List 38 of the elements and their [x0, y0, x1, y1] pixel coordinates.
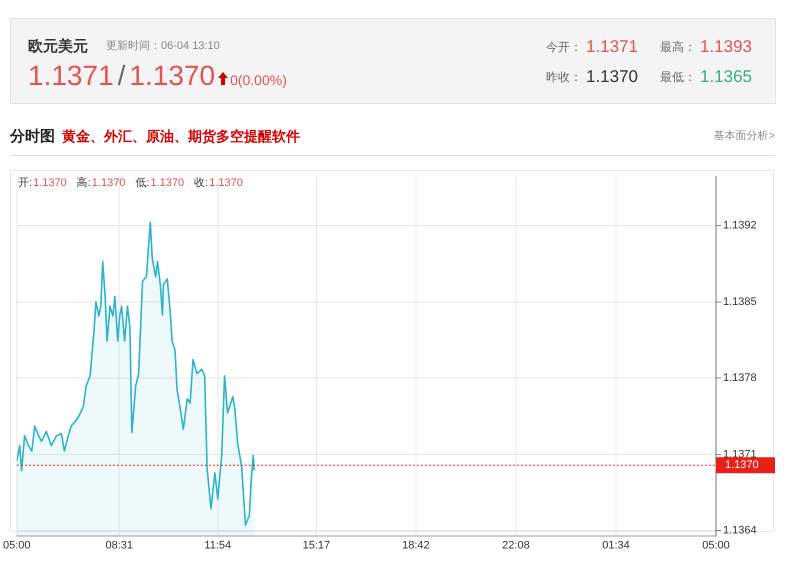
- x-tick-label: 15:17: [302, 540, 330, 552]
- ref-line-label: 1.1370: [725, 459, 759, 472]
- text: /: [118, 60, 126, 91]
- text: 黄金、外汇、原油、期货多空提醒软件: [62, 128, 300, 144]
- annotation: 1.1370: [92, 177, 126, 189]
- annotation: 低:: [135, 177, 150, 189]
- text: 1.1393: [700, 37, 752, 56]
- chart-title: 欧元美元: [28, 38, 88, 55]
- text: 最高：: [660, 40, 696, 54]
- text: 1.1370: [129, 60, 216, 91]
- text: 0(0.00%): [230, 72, 287, 88]
- annotation: 1.1370: [209, 177, 243, 189]
- text: 今开：: [546, 40, 582, 54]
- x-tick-label: 01:34: [602, 540, 630, 552]
- annotation: 1.1370: [150, 177, 184, 189]
- x-tick-label: 05:00: [702, 540, 730, 552]
- y-tick-label: 1.1392: [723, 220, 757, 232]
- text: 分时图: [10, 128, 55, 145]
- text: 1.1370: [586, 67, 638, 86]
- text: 更新时间：06-04 13:10: [106, 40, 220, 52]
- text: 昨收：: [546, 70, 582, 84]
- x-tick-label: 05:00: [3, 540, 31, 552]
- text: 基本面分析>: [714, 130, 775, 142]
- y-tick-label: 1.1378: [723, 372, 757, 384]
- text: 最低：: [660, 70, 696, 84]
- text: 1.1365: [700, 67, 752, 86]
- y-tick-label: 1.1385: [723, 296, 757, 308]
- text: 1.1371: [586, 37, 638, 56]
- y-tick-label: 1.1364: [723, 524, 757, 537]
- x-tick-label: 22:08: [502, 540, 530, 552]
- text: 1.1371: [28, 60, 114, 91]
- annotation: 收:: [194, 177, 208, 189]
- x-tick-label: 08:31: [105, 540, 133, 552]
- x-tick-label: 18:42: [402, 540, 430, 552]
- x-tick-label: 11:54: [204, 540, 232, 552]
- annotation: 1.1370: [33, 177, 67, 189]
- annotation: 高:: [76, 177, 91, 189]
- annotation: 开:: [18, 177, 32, 189]
